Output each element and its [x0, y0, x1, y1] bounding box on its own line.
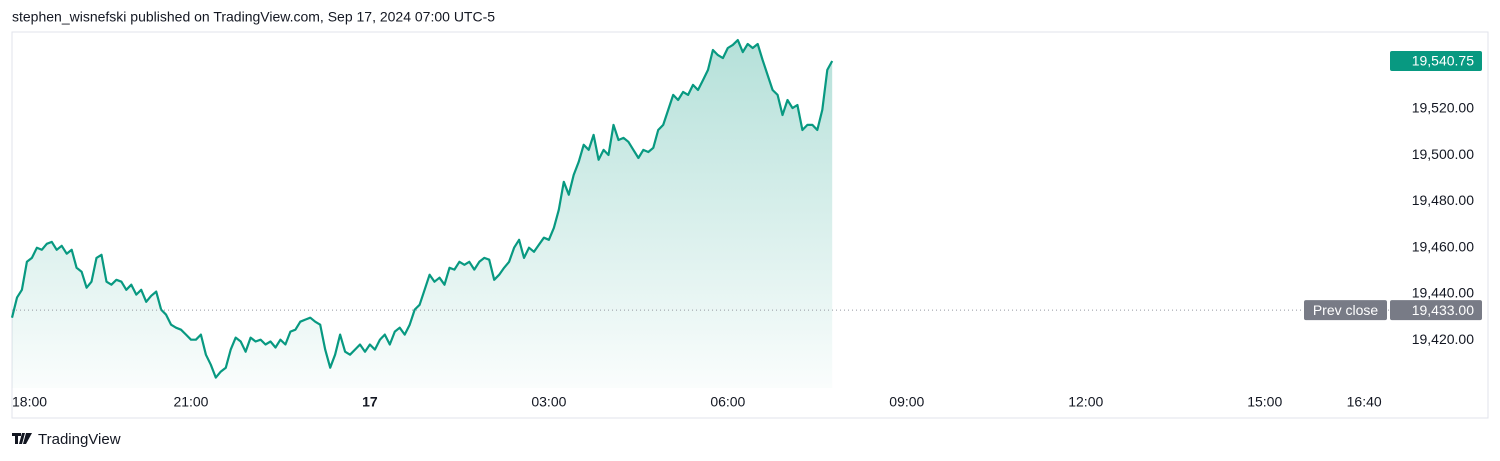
chart-frame [11, 31, 1489, 419]
last-price-badge [1390, 51, 1482, 72]
header: stephen_wisnefski published on TradingVi… [12, 9, 495, 25]
y-tick-label: 19,460.00 [1412, 238, 1474, 254]
brand-logo [12, 433, 32, 444]
prev-close-tag [1304, 300, 1387, 321]
prev-close-value: 19,433.00 [1412, 302, 1474, 318]
x-tick-label: 15:00 [1247, 394, 1282, 410]
x-tick-label: 21:00 [173, 394, 208, 410]
last-price-label: 19,540.75 [1412, 53, 1474, 69]
y-tick-label: 19,480.00 [1412, 192, 1474, 208]
x-tick-label: 06:00 [710, 394, 745, 410]
x-tick-label: 12:00 [1068, 394, 1103, 410]
y-tick-label: 19,500.00 [1412, 146, 1474, 162]
brand: TradingView [38, 431, 121, 448]
x-tick-label: 09:00 [889, 394, 924, 410]
x-tick-label: 16:40 [1347, 394, 1382, 410]
y-tick-label: 19,440.00 [1412, 285, 1474, 301]
x-tick-label: 03:00 [531, 394, 566, 410]
prev-close-badge [1390, 300, 1482, 321]
prev-close-label: Prev close [1313, 302, 1379, 318]
x-tick-label: 18:00 [12, 394, 47, 410]
x-tick-label: 17 [362, 394, 378, 410]
price-line [10, 39, 834, 379]
y-tick-label: 19,420.00 [1412, 331, 1474, 347]
area-fill [12, 40, 833, 388]
y-tick-label: 19,520.00 [1412, 100, 1474, 116]
